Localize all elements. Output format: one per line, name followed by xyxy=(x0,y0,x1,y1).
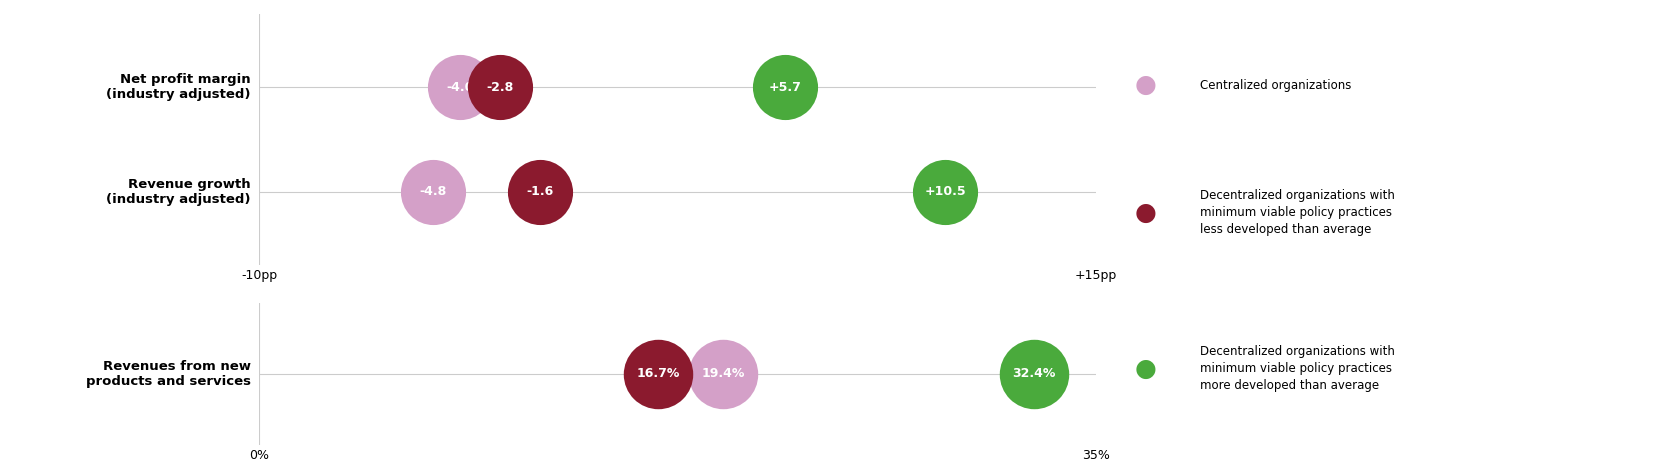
Text: -1.6: -1.6 xyxy=(527,185,554,198)
Text: Revenue growth
(industry adjusted): Revenue growth (industry adjusted) xyxy=(107,178,251,206)
Text: ●: ● xyxy=(1134,357,1158,381)
Text: -4.8: -4.8 xyxy=(420,185,447,198)
Text: -4.0: -4.0 xyxy=(447,81,473,94)
Point xyxy=(646,370,673,377)
Point xyxy=(420,188,447,195)
Point xyxy=(932,188,959,195)
Text: 32.4%: 32.4% xyxy=(1012,367,1056,380)
Text: Decentralized organizations with
minimum viable policy practices
less developed : Decentralized organizations with minimum… xyxy=(1200,189,1394,236)
Text: Centralized organizations: Centralized organizations xyxy=(1200,79,1350,92)
Text: ●: ● xyxy=(1134,201,1158,225)
Text: Revenues from new
products and services: Revenues from new products and services xyxy=(85,359,251,388)
Point xyxy=(709,370,736,377)
Point xyxy=(527,188,554,195)
Point xyxy=(771,84,798,91)
Point xyxy=(1021,370,1047,377)
Text: +10.5: +10.5 xyxy=(925,185,965,198)
Text: 19.4%: 19.4% xyxy=(701,367,744,380)
Text: Decentralized organizations with
minimum viable policy practices
more developed : Decentralized organizations with minimum… xyxy=(1200,345,1394,393)
Text: +5.7: +5.7 xyxy=(768,81,801,94)
Text: Net profit margin
(industry adjusted): Net profit margin (industry adjusted) xyxy=(107,73,251,101)
Text: 16.7%: 16.7% xyxy=(637,367,681,380)
Point xyxy=(487,84,514,91)
Text: ●: ● xyxy=(1134,73,1158,97)
Text: -2.8: -2.8 xyxy=(487,81,514,94)
Point xyxy=(447,84,473,91)
